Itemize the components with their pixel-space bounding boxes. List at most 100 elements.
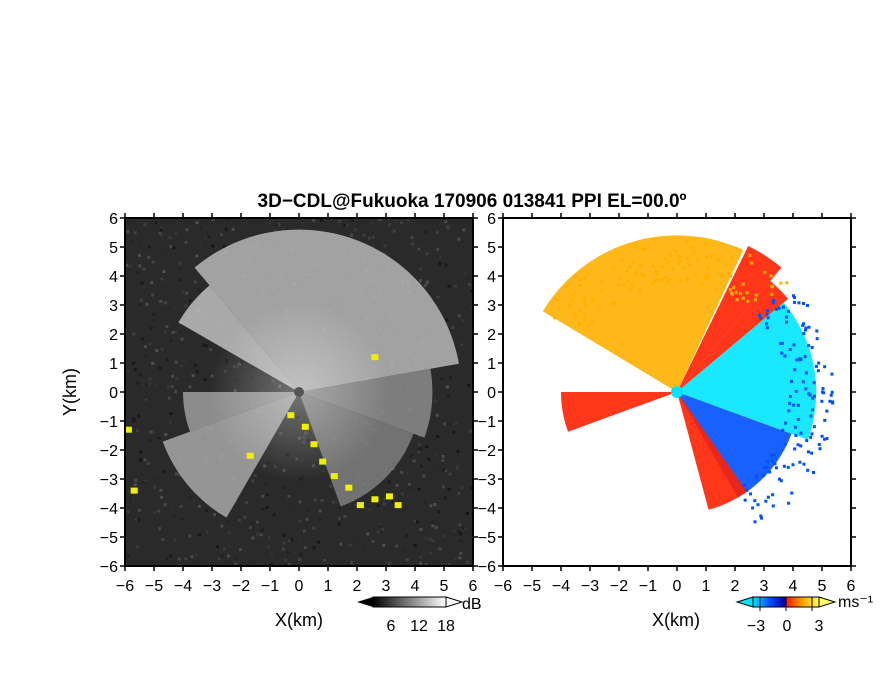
- noise-pixel: [440, 437, 444, 441]
- velocity-sector: [677, 392, 792, 498]
- velocity-pixel: [770, 292, 774, 296]
- velocity-pixel: [726, 271, 730, 275]
- noise-pixel: [273, 229, 277, 233]
- noise-pixel: [170, 507, 174, 511]
- noise-pixel: [137, 429, 141, 433]
- noise-pixel: [371, 220, 375, 224]
- noise-pixel: [190, 555, 194, 559]
- noise-pixel: [297, 538, 301, 542]
- velocity-pixel: [788, 347, 792, 351]
- noise-pixel: [191, 257, 195, 261]
- noise-pixel: [410, 236, 414, 240]
- velocity-pixel: [627, 279, 631, 283]
- clutter-patch: [394, 502, 402, 509]
- noise-pixel: [226, 554, 230, 558]
- velocity-pixel: [825, 409, 829, 413]
- figure-title: 3D−CDL@Fukuoka 170906 013841 PPI EL=00.0…: [258, 191, 687, 212]
- noise-pixel: [180, 517, 184, 521]
- noise-pixel: [159, 228, 163, 232]
- noise-pixel: [446, 226, 450, 230]
- noise-pixel: [371, 235, 375, 239]
- noise-pixel: [148, 342, 152, 346]
- velocity-pixel: [777, 306, 781, 310]
- noise-pixel: [468, 429, 472, 433]
- noise-pixel: [172, 245, 176, 249]
- noise-pixel: [172, 514, 176, 518]
- noise-pixel: [133, 368, 137, 372]
- noise-pixel: [437, 510, 441, 514]
- noise-pixel: [443, 496, 447, 500]
- noise-pixel: [376, 218, 380, 222]
- velocity-pixel: [779, 342, 783, 346]
- noise-pixel: [417, 450, 421, 454]
- noise-pixel: [435, 413, 439, 417]
- velocity-pixel: [663, 257, 667, 261]
- velocity-pixel: [677, 254, 681, 258]
- velocity-pixel: [784, 421, 788, 425]
- noise-pixel: [415, 459, 419, 463]
- noise-pixel: [461, 319, 465, 323]
- noise-pixel: [213, 513, 217, 517]
- noise-pixel: [159, 488, 163, 492]
- velocity-pixel: [829, 393, 833, 397]
- y-tick-label: −3: [478, 472, 496, 489]
- noise-pixel: [395, 544, 399, 548]
- noise-pixel: [281, 485, 285, 489]
- y-tick-label: −1: [100, 414, 118, 431]
- noise-pixel: [239, 548, 243, 552]
- noise-pixel: [415, 520, 419, 524]
- velocity-pixel: [578, 322, 582, 326]
- noise-pixel: [466, 560, 470, 564]
- noise-pixel: [353, 228, 357, 232]
- clutter-patch: [310, 441, 318, 448]
- clutter-patch: [287, 412, 295, 419]
- noise-pixel: [153, 477, 157, 481]
- velocity-colorbar-unit: ms⁻¹: [838, 594, 873, 611]
- noise-pixel: [460, 343, 464, 347]
- noise-pixel: [155, 349, 159, 353]
- velocity-pixel: [743, 498, 747, 502]
- noise-pixel: [348, 543, 352, 547]
- velocity-pixel: [653, 279, 657, 283]
- noise-pixel: [270, 553, 274, 557]
- x-tick-label: −4: [174, 578, 192, 595]
- noise-pixel: [287, 494, 291, 498]
- velocity-pixel: [791, 294, 795, 298]
- velocity-pixel: [820, 390, 824, 394]
- noise-pixel: [222, 547, 226, 551]
- noise-pixel: [261, 528, 265, 532]
- noise-pixel: [194, 364, 198, 368]
- noise-pixel: [417, 487, 421, 491]
- clutter-patch: [330, 473, 338, 480]
- noise-pixel: [444, 469, 448, 473]
- noise-pixel: [457, 314, 461, 318]
- velocity-pixel: [780, 341, 784, 345]
- velocity-pixel: [639, 263, 643, 267]
- velocity-pixel: [766, 460, 770, 464]
- velocity-pixel: [788, 401, 792, 405]
- noise-pixel: [169, 245, 173, 249]
- noise-pixel: [162, 470, 166, 474]
- noise-pixel: [462, 228, 466, 232]
- velocity-pixel: [765, 312, 769, 316]
- noise-pixel: [128, 264, 132, 268]
- velocity-pixel: [764, 499, 768, 503]
- velocity-pixel: [578, 309, 582, 313]
- reflectivity-colorbar-tick-18: 18: [437, 618, 455, 635]
- clutter-patch: [371, 354, 379, 361]
- noise-pixel: [337, 522, 341, 526]
- x-tick-label: −2: [232, 578, 250, 595]
- velocity-pixel: [830, 372, 834, 376]
- noise-pixel: [143, 223, 147, 227]
- noise-pixel: [448, 472, 452, 476]
- noise-pixel: [261, 507, 265, 511]
- velocity-pixel: [781, 305, 785, 309]
- velocity-pixel: [583, 275, 587, 279]
- noise-pixel: [164, 432, 168, 436]
- velocity-pixel: [660, 265, 664, 269]
- noise-pixel: [186, 378, 190, 382]
- velocity-pixel: [810, 346, 814, 350]
- noise-pixel: [125, 263, 129, 267]
- noise-pixel: [193, 280, 197, 284]
